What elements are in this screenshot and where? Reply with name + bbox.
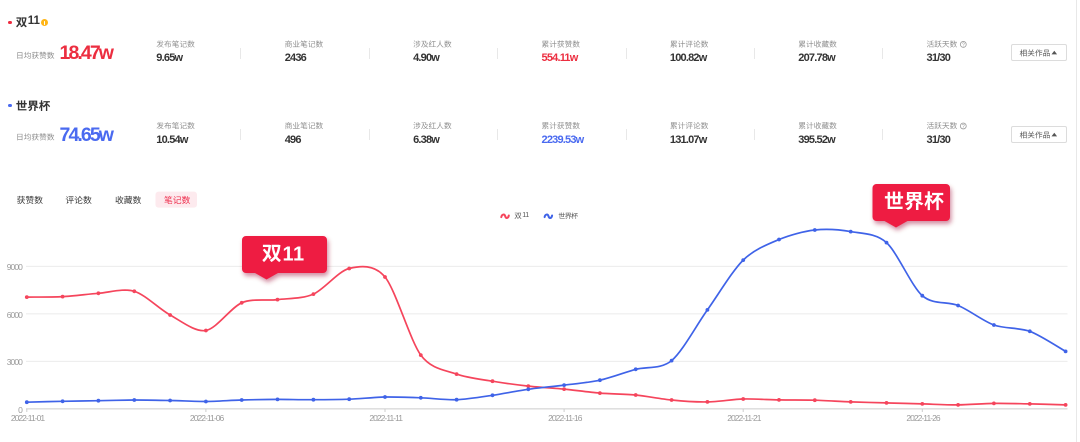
svg-text:?: ? xyxy=(962,43,965,49)
svg-text:11: 11 xyxy=(283,243,305,265)
svg-text:?: ? xyxy=(962,124,965,130)
